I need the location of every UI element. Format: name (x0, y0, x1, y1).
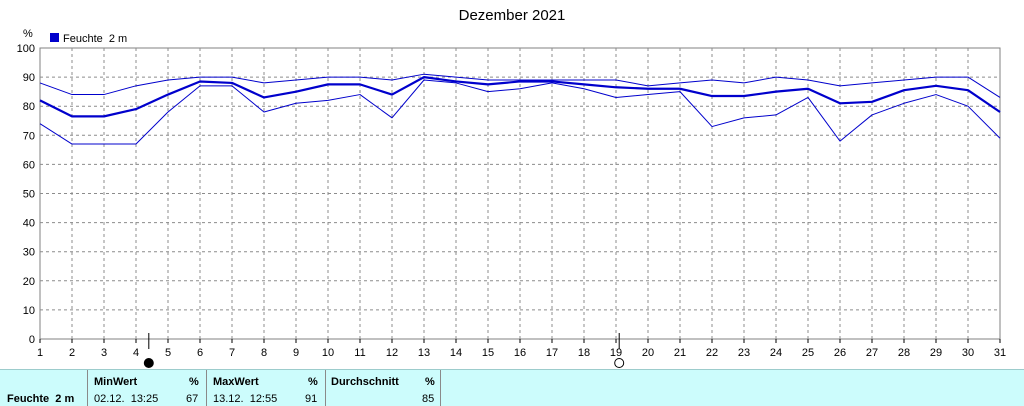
legend-swatch (50, 33, 59, 42)
stats-max-cell: MaxWert % 13.12. 12:55 91 (207, 370, 326, 406)
stats-row-label: Feuchte 2 m (7, 393, 75, 405)
x-tick-label: 3 (101, 347, 107, 359)
x-tick-label: 21 (674, 347, 686, 359)
x-tick-label: 22 (706, 347, 718, 359)
x-tick-label: 18 (578, 347, 590, 359)
y-tick-label: 80 (23, 101, 35, 113)
max-unit: % (308, 376, 318, 388)
x-tick-label: 10 (322, 347, 334, 359)
series-line-min (39, 79, 1001, 145)
series-line-max (39, 73, 1001, 98)
x-tick-label: 19 (610, 347, 622, 359)
y-tick-label: 100 (17, 43, 35, 55)
x-tick-label: 24 (770, 347, 782, 359)
x-tick-label: 20 (642, 347, 654, 359)
legend-label: Feuchte 2 m (63, 33, 127, 45)
x-tick-label: 14 (450, 347, 462, 359)
y-tick-label: 50 (23, 189, 35, 201)
x-tick-label: 25 (802, 347, 814, 359)
y-tick-label: 20 (23, 276, 35, 288)
max-date: 13.12. 12:55 (213, 393, 278, 405)
max-header: MaxWert (213, 376, 259, 388)
min-date: 02.12. 13:25 (94, 393, 159, 405)
x-tick-label: 31 (994, 347, 1006, 359)
full-moon-icon (614, 358, 625, 368)
x-tick-label: 28 (898, 347, 910, 359)
x-tick-label: 23 (738, 347, 750, 359)
min-unit: % (189, 376, 199, 388)
y-tick-label: 70 (23, 130, 35, 142)
avg-header: Durchschnitt (331, 376, 399, 388)
y-tick-label: 30 (23, 247, 35, 259)
x-tick-label: 12 (386, 347, 398, 359)
y-tick-label: 10 (23, 305, 35, 317)
x-tick-label: 9 (293, 347, 299, 359)
x-tick-label: 17 (546, 347, 558, 359)
x-tick-label: 1 (37, 347, 43, 359)
statistics-bar: Feuchte 2 m MinWert % 02.12. 13:25 67 Ma… (0, 369, 1024, 406)
x-tick-label: 7 (229, 347, 235, 359)
x-tick-label: 2 (69, 347, 75, 359)
x-tick-label: 15 (482, 347, 494, 359)
x-tick-label: 27 (866, 347, 878, 359)
x-tick-label: 30 (962, 347, 974, 359)
x-tick-label: 13 (418, 347, 430, 359)
avg-unit: % (425, 376, 435, 388)
y-tick-label: 90 (23, 72, 35, 84)
x-tick-label: 16 (514, 347, 526, 359)
new-moon-icon (143, 358, 154, 368)
x-tick-label: 26 (834, 347, 846, 359)
x-tick-label: 6 (197, 347, 203, 359)
y-tick-label: 0 (29, 334, 35, 346)
x-tick-label: 8 (261, 347, 267, 359)
avg-value: 85 (422, 393, 435, 405)
min-header: MinWert (94, 376, 138, 388)
stats-label-cell: Feuchte 2 m (0, 370, 88, 406)
x-tick-label: 4 (133, 347, 139, 359)
chart-title: Dezember 2021 (458, 7, 566, 24)
stats-min-cell: MinWert % 02.12. 13:25 67 (88, 370, 207, 406)
y-tick-label: 60 (23, 159, 35, 171)
min-value: 67 (186, 393, 199, 405)
y-axis-unit: % (23, 28, 33, 40)
max-value: 91 (305, 393, 318, 405)
x-tick-label: 11 (354, 347, 365, 359)
stats-avg-cell: Durchschnitt % 85 (326, 370, 441, 406)
x-tick-label: 29 (930, 347, 942, 359)
series-line-avg (39, 75, 1001, 118)
x-tick-label: 5 (165, 347, 171, 359)
y-tick-label: 40 (23, 218, 35, 230)
